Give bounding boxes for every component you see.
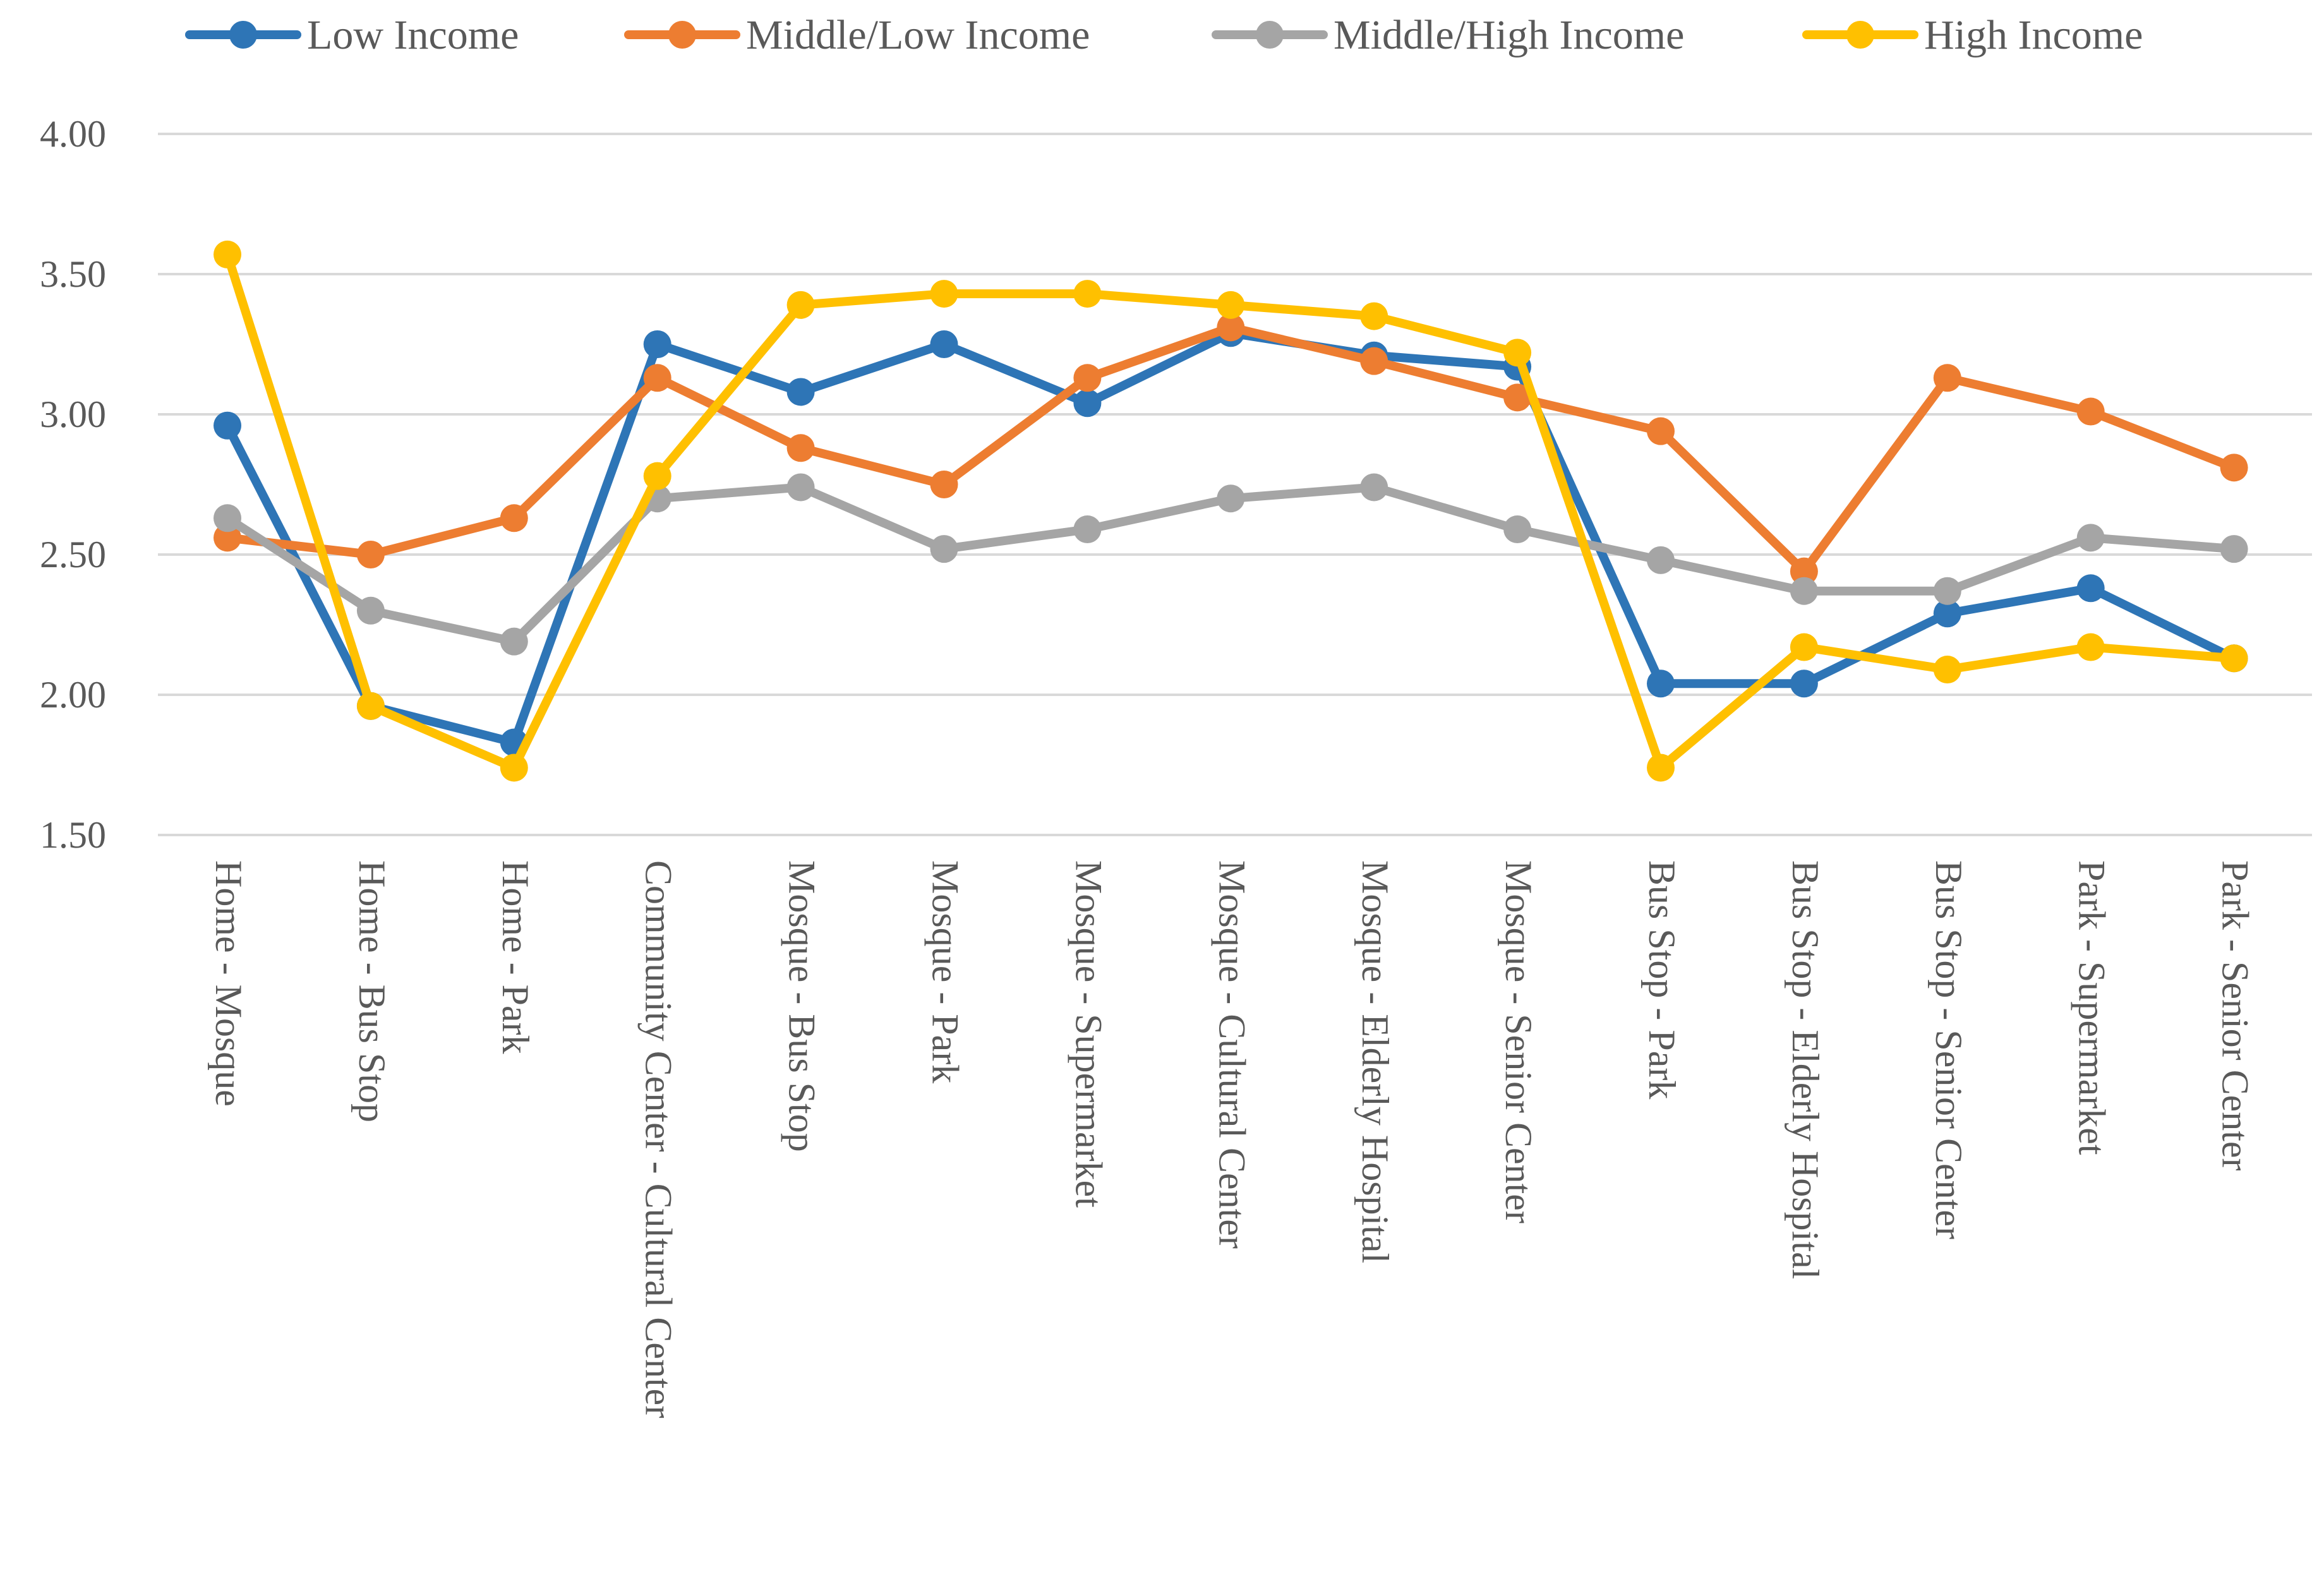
data-point (1217, 313, 1245, 342)
data-point (786, 434, 815, 462)
data-point (643, 330, 671, 358)
x-tick-label: Mosque - Cultural Center (1211, 860, 1253, 1249)
legend-label: Low Income (307, 12, 519, 58)
x-tick-label: Home - Bus Stop (351, 860, 393, 1122)
legend-label: Middle/High Income (1334, 12, 1684, 58)
data-point (2076, 633, 2105, 661)
data-point (1360, 473, 1388, 502)
data-point (930, 535, 958, 563)
x-tick-label: Home - Mosque (208, 860, 250, 1107)
series-middle-low-income (214, 313, 2248, 586)
data-point (1647, 546, 1675, 574)
data-point (2220, 644, 2248, 673)
legend-swatch-marker (668, 21, 696, 49)
x-tick-label: Park - Senior Center (2215, 860, 2256, 1171)
data-point (214, 524, 241, 552)
data-point (643, 364, 671, 392)
data-point (1790, 577, 1818, 605)
data-point (214, 411, 241, 440)
data-point (1790, 633, 1818, 661)
x-tick-label: Mosque - Park (925, 860, 966, 1083)
x-tick-label: Bus Stop - Park (1641, 860, 1683, 1099)
data-point (2076, 397, 2105, 426)
y-tick-label: 3.50 (40, 253, 106, 295)
data-point (1933, 656, 1961, 684)
legend: Low Income Middle/Low Income Middle/High I… (185, 12, 2143, 58)
x-tick-label: Mosque - Supermarket (1068, 860, 1109, 1208)
data-point (500, 504, 528, 532)
y-tick-label: 2.00 (40, 674, 106, 716)
y-tick-label: 4.00 (40, 113, 106, 155)
data-point (214, 504, 241, 532)
series-line (223, 323, 2239, 576)
data-point (1790, 557, 1818, 586)
x-tick-label: Community Center - Cultural Center (638, 860, 680, 1418)
data-point (930, 280, 958, 308)
data-point (930, 330, 958, 358)
data-point (1933, 364, 1961, 392)
data-point (1217, 484, 1245, 513)
legend-label: Middle/Low Income (746, 12, 1090, 58)
data-point (1933, 577, 1961, 605)
legend-item: High Income (1802, 12, 2143, 58)
legend-label: High Income (1924, 12, 2143, 58)
legend-swatch-marker (229, 21, 257, 49)
y-axis-ticks: 1.50 2.00 2.50 3.00 3.50 4.00 (40, 113, 106, 856)
x-tick-label: Mosque - Senior Center (1498, 860, 1539, 1223)
legend-swatch-marker (1256, 21, 1284, 49)
x-tick-label: Park - Supermarket (2071, 860, 2113, 1155)
data-point (1073, 389, 1102, 418)
data-point (356, 596, 385, 625)
x-tick-label: Bus Stop - Senior Center (1928, 860, 1970, 1239)
data-point (643, 462, 671, 490)
data-point (1217, 291, 1245, 319)
data-point (1073, 364, 1102, 392)
legend-item: Middle/Low Income (624, 12, 1090, 58)
data-point (1647, 754, 1675, 782)
series-group (214, 240, 2248, 782)
series-middle-high-income (214, 473, 2248, 656)
data-point (1073, 280, 1102, 308)
data-point (1073, 515, 1102, 544)
x-tick-label: Mosque - Bus Stop (781, 860, 823, 1152)
data-point (1503, 515, 1532, 544)
x-tick-label: Home - Park (495, 860, 536, 1054)
data-point (1933, 599, 1961, 628)
x-tick-label: Mosque - Elderly Hospital (1354, 860, 1396, 1263)
data-point (2076, 524, 2105, 552)
data-point (2076, 574, 2105, 603)
y-tick-label: 3.00 (40, 394, 106, 435)
data-point (1503, 339, 1532, 367)
data-point (1647, 670, 1675, 698)
data-point (786, 291, 815, 319)
data-point (356, 541, 385, 568)
data-point (2220, 454, 2248, 482)
data-point (1790, 670, 1818, 698)
gridlines (158, 133, 2312, 836)
data-point (1360, 347, 1388, 375)
legend-swatch-marker (1846, 21, 1874, 49)
x-tick-label: Bus Stop - Elderly Hospital (1785, 860, 1826, 1279)
y-tick-label: 1.50 (40, 814, 106, 856)
series-high-income (214, 240, 2248, 782)
legend-item: Middle/High Income (1212, 12, 1684, 58)
data-point (214, 240, 241, 268)
data-point (930, 471, 958, 498)
data-point (1503, 383, 1532, 412)
data-point (1647, 417, 1675, 445)
data-point (1360, 302, 1388, 330)
data-point (2220, 535, 2248, 563)
data-point (786, 378, 815, 406)
legend-item: Low Income (185, 12, 519, 58)
data-point (500, 627, 528, 656)
data-point (786, 473, 815, 502)
data-point (500, 754, 528, 782)
x-axis-ticks: Home - Mosque Home - Bus Stop Home - Park C… (208, 860, 2256, 1418)
data-point (356, 692, 385, 720)
y-tick-label: 2.50 (40, 534, 106, 575)
